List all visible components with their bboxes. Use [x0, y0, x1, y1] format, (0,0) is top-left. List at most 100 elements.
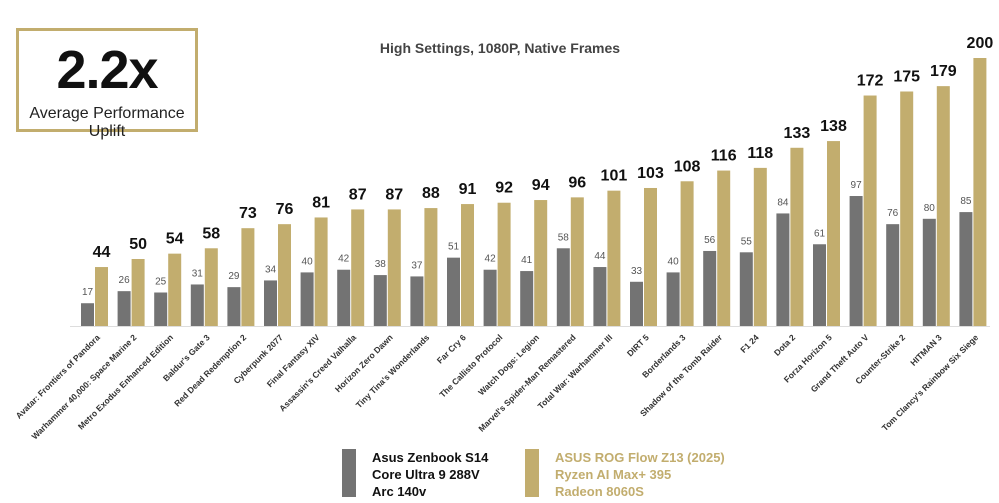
data-label-rog-flow: 103	[637, 165, 664, 182]
data-label-rog-flow: 133	[784, 125, 811, 142]
data-label-rog-flow: 175	[893, 69, 920, 86]
bar-zenbook	[190, 284, 204, 326]
bar-rog-flow	[387, 209, 401, 326]
data-label-zenbook: 51	[448, 242, 460, 253]
data-label-zenbook: 40	[302, 256, 314, 267]
bar-zenbook	[593, 267, 607, 326]
legend-b-line-3: Radeon 8060S	[555, 484, 644, 499]
data-label-zenbook: 44	[594, 251, 606, 262]
bar-rog-flow	[790, 147, 804, 326]
data-label-zenbook: 76	[887, 208, 899, 219]
bar-zenbook	[922, 218, 936, 326]
data-label-zenbook: 33	[631, 266, 643, 277]
bar-zenbook	[630, 281, 643, 326]
data-label-zenbook: 55	[741, 236, 753, 247]
legend-a-line-1: Asus Zenbook S14	[372, 450, 489, 465]
legend-a-line-3: Arc 140v	[372, 484, 427, 499]
data-label-zenbook: 56	[704, 235, 716, 246]
data-label-rog-flow: 92	[495, 180, 513, 197]
bar-rog-flow	[607, 190, 621, 326]
data-label-zenbook: 97	[851, 180, 863, 191]
bar-zenbook	[264, 280, 277, 326]
bar-rog-flow	[278, 224, 291, 326]
legend-b-line-2: Ryzen AI Max+ 395	[555, 467, 672, 482]
data-label-rog-flow: 101	[601, 168, 628, 185]
data-label-zenbook: 31	[192, 268, 204, 279]
data-label-rog-flow: 138	[820, 118, 847, 135]
bar-zenbook	[813, 244, 826, 326]
data-label-rog-flow: 116	[711, 148, 737, 165]
bar-rog-flow	[753, 167, 767, 326]
x-tick-label: Red Dead Redemption 2	[172, 332, 248, 408]
bar-zenbook	[81, 303, 94, 326]
data-label-rog-flow: 200	[967, 35, 994, 52]
bar-rog-flow	[717, 170, 731, 326]
bar-rog-flow	[680, 181, 694, 326]
bar-zenbook	[483, 269, 497, 326]
bar-rog-flow	[95, 267, 108, 326]
bar-zenbook	[373, 275, 387, 326]
data-label-rog-flow: 179	[930, 63, 957, 80]
bar-rog-flow	[131, 259, 145, 326]
data-label-zenbook: 42	[485, 254, 497, 265]
legend-b-line-1: ASUS ROG Flow Z13 (2025)	[555, 450, 725, 465]
data-label-zenbook: 85	[960, 196, 972, 207]
bar-zenbook	[776, 213, 790, 326]
average-uplift-box: 2.2x Average Performance Uplift	[16, 28, 198, 140]
bar-rog-flow	[827, 141, 840, 326]
data-label-rog-flow: 54	[166, 231, 184, 248]
data-label-rog-flow: 172	[857, 73, 884, 90]
bar-zenbook	[227, 287, 241, 326]
data-label-zenbook: 61	[814, 228, 826, 239]
data-label-rog-flow: 96	[568, 174, 586, 191]
data-label-rog-flow: 73	[239, 205, 257, 222]
data-label-zenbook: 37	[411, 260, 423, 271]
bar-rog-flow	[863, 95, 877, 327]
data-label-zenbook: 58	[558, 232, 570, 243]
x-tick-label: Total War: Warhammer III	[536, 332, 615, 411]
data-label-rog-flow: 44	[93, 244, 111, 261]
legend-series-b: ASUS ROG Flow Z13 (2025) Ryzen AI Max+ 3…	[525, 449, 725, 501]
data-label-zenbook: 38	[375, 259, 387, 270]
data-label-zenbook: 26	[119, 275, 131, 286]
bar-zenbook	[154, 292, 168, 326]
bar-rog-flow	[644, 187, 657, 326]
bar-zenbook	[703, 250, 717, 326]
data-label-rog-flow: 108	[674, 158, 701, 175]
bar-zenbook	[447, 257, 460, 326]
bar-zenbook	[849, 196, 863, 326]
data-label-rog-flow: 58	[202, 225, 220, 242]
bar-zenbook	[666, 272, 680, 326]
x-tick-label: HITMAN 3	[908, 332, 944, 368]
bar-rog-flow	[241, 228, 255, 326]
x-tick-label: Tiny Tina's Wonderlands	[354, 332, 432, 410]
bar-zenbook	[300, 272, 314, 326]
x-tick-label: F1 24	[738, 332, 761, 355]
bar-rog-flow	[570, 197, 584, 326]
bar-zenbook	[337, 269, 351, 326]
x-tick-label: The Callisto Protocol	[437, 332, 504, 399]
bar-rog-flow	[497, 202, 511, 326]
data-label-zenbook: 25	[155, 277, 167, 288]
bar-zenbook	[959, 212, 973, 326]
bar-rog-flow	[973, 58, 987, 326]
x-tick-label: Watch Dogs: Legion	[476, 332, 541, 397]
bar-zenbook	[886, 224, 900, 326]
data-label-rog-flow: 94	[532, 177, 550, 194]
bar-rog-flow	[424, 208, 438, 326]
bar-rog-flow	[168, 253, 182, 326]
uplift-label: Average Performance Uplift	[29, 105, 185, 140]
data-label-rog-flow: 87	[385, 186, 403, 203]
data-label-zenbook: 80	[924, 203, 936, 214]
bar-zenbook	[520, 271, 534, 326]
data-label-rog-flow: 50	[129, 236, 147, 253]
bar-rog-flow	[461, 204, 474, 326]
data-label-zenbook: 42	[338, 254, 350, 265]
bar-rog-flow	[534, 200, 548, 326]
x-tick-label: DIRT 5	[625, 332, 651, 358]
data-label-rog-flow: 118	[747, 145, 773, 162]
data-label-zenbook: 17	[82, 287, 94, 298]
bar-zenbook	[117, 291, 131, 326]
legend-swatch-gray	[342, 449, 356, 497]
